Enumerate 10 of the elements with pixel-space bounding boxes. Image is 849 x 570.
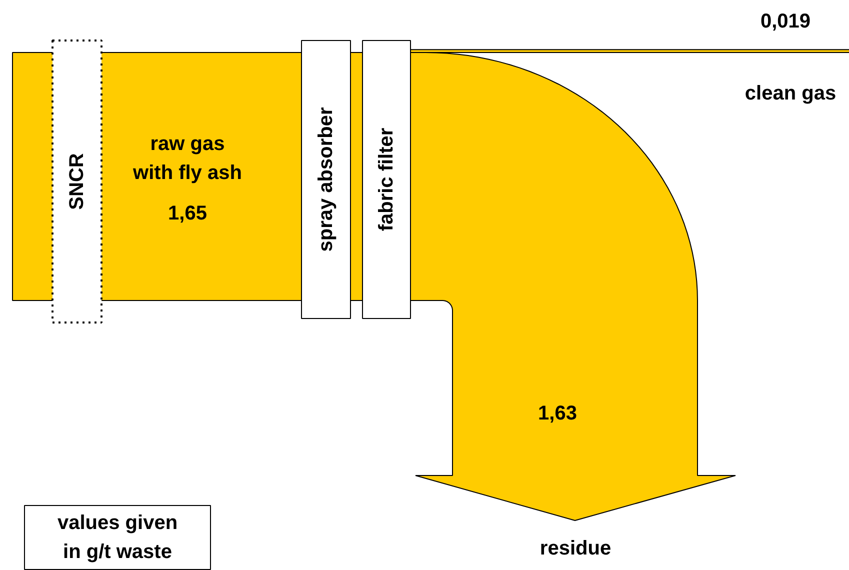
category-label: residue xyxy=(540,538,612,560)
text: values given in g/t waste xyxy=(57,512,178,563)
data-label: 0,019 xyxy=(760,10,811,32)
data-label: 1,65 xyxy=(168,202,207,224)
data-label: 1,63 xyxy=(538,402,577,424)
category-label: raw gas with fly ash xyxy=(132,133,242,184)
text: SNCR xyxy=(66,152,88,210)
text: spray absorber xyxy=(315,107,337,252)
text: fabric filter xyxy=(376,128,398,232)
category-label: clean gas xyxy=(744,82,836,104)
